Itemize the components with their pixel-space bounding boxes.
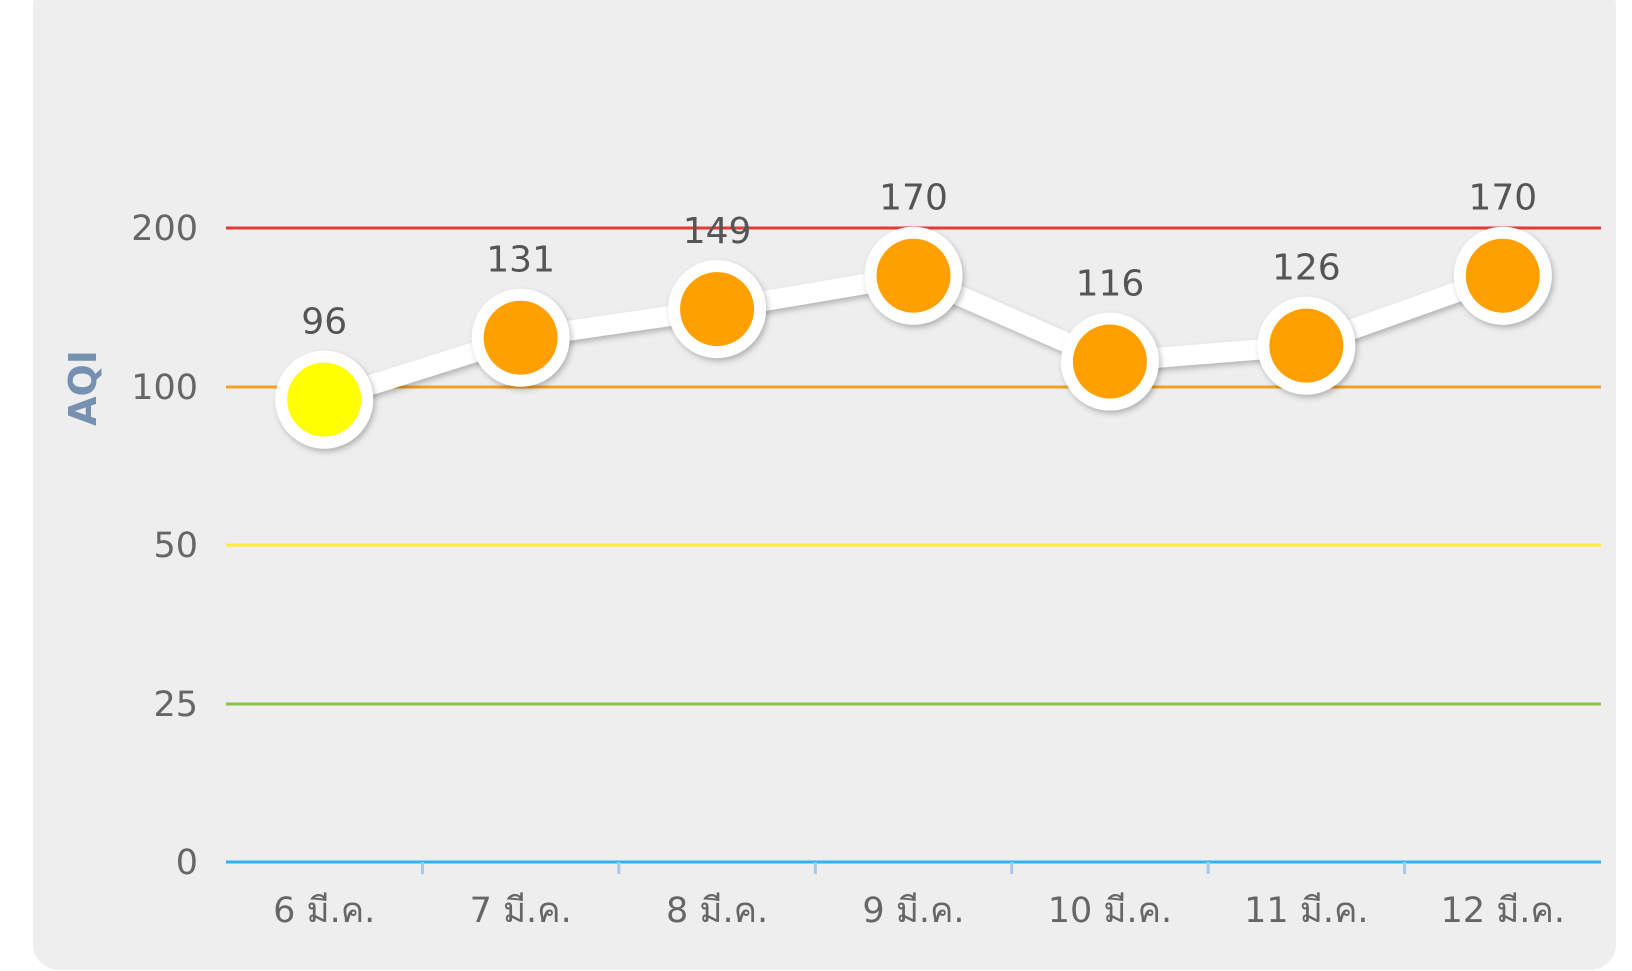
x-tick-label: 11 มี.ค. (1244, 891, 1368, 931)
data-point (287, 362, 362, 437)
y-tick-label: 200 (131, 209, 198, 249)
y-tick-label: 0 (176, 843, 198, 883)
data-label: 131 (486, 240, 555, 281)
data-label: 149 (683, 211, 752, 252)
x-tick-label: 7 มี.ค. (470, 891, 572, 931)
y-axis-title: AQI (61, 350, 105, 426)
data-point (483, 300, 558, 375)
data-point (1465, 238, 1540, 313)
data-point (1269, 308, 1344, 383)
data-point (680, 272, 755, 347)
data-point (1072, 324, 1147, 399)
x-tick-label: 6 มี.ค. (273, 891, 375, 931)
x-tick-label: 9 มี.ค. (862, 891, 964, 931)
x-tick-label: 8 มี.ค. (666, 891, 768, 931)
y-tick-label: 100 (131, 368, 198, 408)
data-point (876, 238, 951, 313)
data-label: 96 (301, 302, 347, 343)
y-tick-label: 25 (153, 685, 198, 725)
data-label: 116 (1076, 264, 1145, 305)
data-label: 170 (1468, 178, 1537, 219)
x-tick-label: 10 มี.ค. (1048, 891, 1172, 931)
data-label: 126 (1272, 248, 1341, 289)
data-label: 170 (879, 178, 948, 219)
chart-card (33, 0, 1616, 970)
x-tick-label: 12 มี.ค. (1441, 891, 1565, 931)
y-tick-label: 50 (153, 526, 198, 566)
